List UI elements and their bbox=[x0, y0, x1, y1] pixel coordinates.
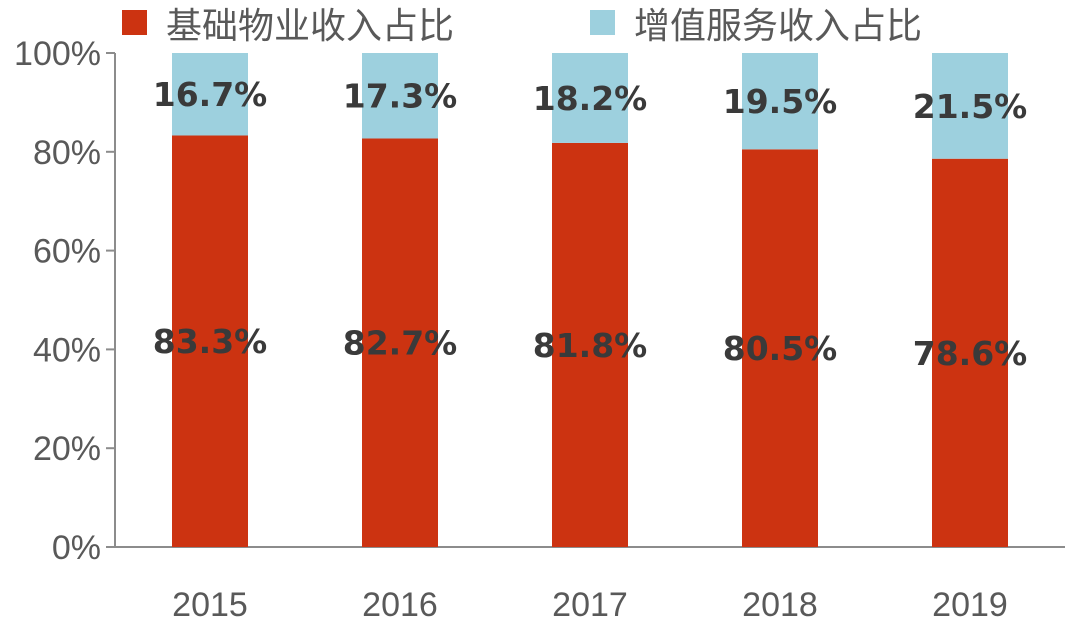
bar-segment-value-added-2018 bbox=[742, 53, 818, 150]
axes: 0% 20% 40% 60% 80% 100% 2015 2016 2017 2018 2019 bbox=[14, 35, 1065, 622]
legend-swatch-value-added bbox=[590, 10, 615, 35]
bar-segment-value-added-2015 bbox=[172, 53, 248, 136]
legend-label-value-added: 增值服务收入占比 bbox=[634, 6, 922, 47]
data-label-value-added-2016: 17.3% bbox=[343, 77, 458, 116]
x-tick-label: 2015 bbox=[172, 586, 248, 622]
x-tick-label: 2016 bbox=[362, 586, 438, 622]
data-label-basic-2019: 78.6% bbox=[913, 334, 1028, 373]
data-label-basic-2015: 83.3% bbox=[153, 322, 268, 361]
y-tick-label: 20% bbox=[33, 430, 101, 468]
data-label-value-added-2017: 18.2% bbox=[533, 79, 648, 118]
bar-segment-basic-2018 bbox=[742, 149, 818, 547]
bar-segment-basic-2016 bbox=[362, 138, 438, 547]
x-tick-label: 2019 bbox=[932, 586, 1008, 622]
bar-segment-basic-2019 bbox=[932, 158, 1008, 547]
data-label-value-added-2018: 19.5% bbox=[723, 82, 838, 121]
data-label-basic-2017: 81.8% bbox=[533, 326, 648, 365]
bar-segment-basic-2015 bbox=[172, 135, 248, 548]
data-label-basic-2016: 82.7% bbox=[343, 324, 458, 363]
bar-segment-value-added-2016 bbox=[362, 53, 438, 139]
data-label-value-added-2015: 16.7% bbox=[153, 75, 268, 114]
x-tick-label: 2017 bbox=[552, 586, 628, 622]
legend-swatch-basic bbox=[122, 10, 147, 35]
bar-segment-value-added-2017 bbox=[552, 53, 628, 143]
legend: 基础物业收入占比 增值服务收入占比 bbox=[122, 6, 922, 47]
bar-segment-value-added-2019 bbox=[932, 53, 1008, 159]
y-tick-label: 40% bbox=[33, 331, 101, 369]
bar-segment-basic-2017 bbox=[552, 142, 628, 547]
data-label-value-added-2019: 21.5% bbox=[913, 87, 1028, 126]
y-tick-label: 100% bbox=[14, 35, 101, 73]
y-tick-label: 60% bbox=[33, 233, 101, 271]
x-tick-label: 2018 bbox=[742, 586, 818, 622]
bars bbox=[172, 53, 1008, 548]
y-tick-label: 0% bbox=[52, 529, 101, 567]
legend-label-basic: 基础物业收入占比 bbox=[166, 6, 454, 47]
data-labels: 83.3% 16.7% 82.7% 17.3% 81.8% 18.2% 80.5% 19.5%… bbox=[153, 75, 1028, 373]
y-tick-label: 80% bbox=[33, 134, 101, 172]
data-label-basic-2018: 80.5% bbox=[723, 329, 838, 368]
